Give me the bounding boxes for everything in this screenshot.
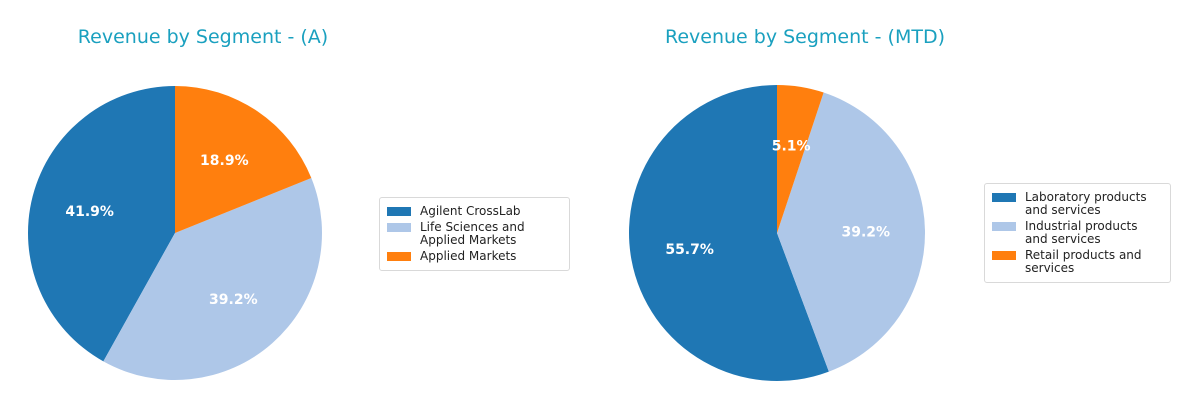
legend-swatch: [992, 193, 1016, 202]
pie-slice: [27, 86, 176, 362]
legend-entry: Agilent CrossLab: [387, 205, 561, 218]
legend-label: Agilent CrossLab: [420, 204, 521, 218]
slice-value-label: 5.1%: [772, 138, 811, 154]
pie-slice: [175, 86, 312, 233]
chart-title: Revenue by Segment - (MTD): [664, 26, 946, 48]
legend-swatch: [387, 223, 411, 232]
pie-slice: [103, 178, 322, 380]
legend: Laboratory products and services Industri…: [984, 183, 1171, 283]
slice-value-label: 18.9%: [200, 153, 249, 169]
legend-entry: Industrial products and services: [992, 220, 1162, 246]
slice-value-label: 39.2%: [841, 224, 890, 240]
slice-value-label: 39.2%: [209, 292, 258, 308]
pie-svg: 55.7% 39.2% 5.1%: [629, 85, 926, 381]
legend: Agilent CrossLab Life Sciences and Applie…: [379, 197, 570, 271]
pie-slice: [629, 85, 829, 381]
legend-label: Applied Markets: [420, 249, 517, 263]
legend-label: Life Sciences and Applied Markets: [420, 220, 525, 247]
pie-slice: [777, 92, 926, 372]
legend-entry: Applied Markets: [387, 250, 561, 263]
legend-entry: Laboratory products and services: [992, 191, 1162, 217]
pie-slice: [777, 85, 824, 233]
pie-chart-mtd: Revenue by Segment - (MTD) 55.7% 39.2% 5.1…: [600, 0, 1200, 410]
legend-label: Industrial products and services: [1025, 219, 1138, 246]
legend-swatch: [992, 251, 1016, 260]
legend-label: Laboratory products and services: [1025, 190, 1147, 217]
pie-svg: 41.9% 39.2% 18.9%: [27, 86, 322, 380]
legend-swatch: [387, 207, 411, 216]
slice-value-label: 41.9%: [65, 204, 114, 220]
legend-swatch: [387, 252, 411, 261]
slice-value-label: 55.7%: [665, 242, 714, 258]
pie-chart-a: Revenue by Segment - (A) 41.9% 39.2% 18.9%…: [27, 26, 570, 380]
legend-label: Retail products and services: [1025, 248, 1142, 275]
legend-entry: Life Sciences and Applied Markets: [387, 221, 561, 247]
chart-title: Revenue by Segment - (A): [77, 26, 329, 48]
legend-swatch: [992, 222, 1016, 231]
legend-entry: Retail products and services: [992, 249, 1162, 275]
